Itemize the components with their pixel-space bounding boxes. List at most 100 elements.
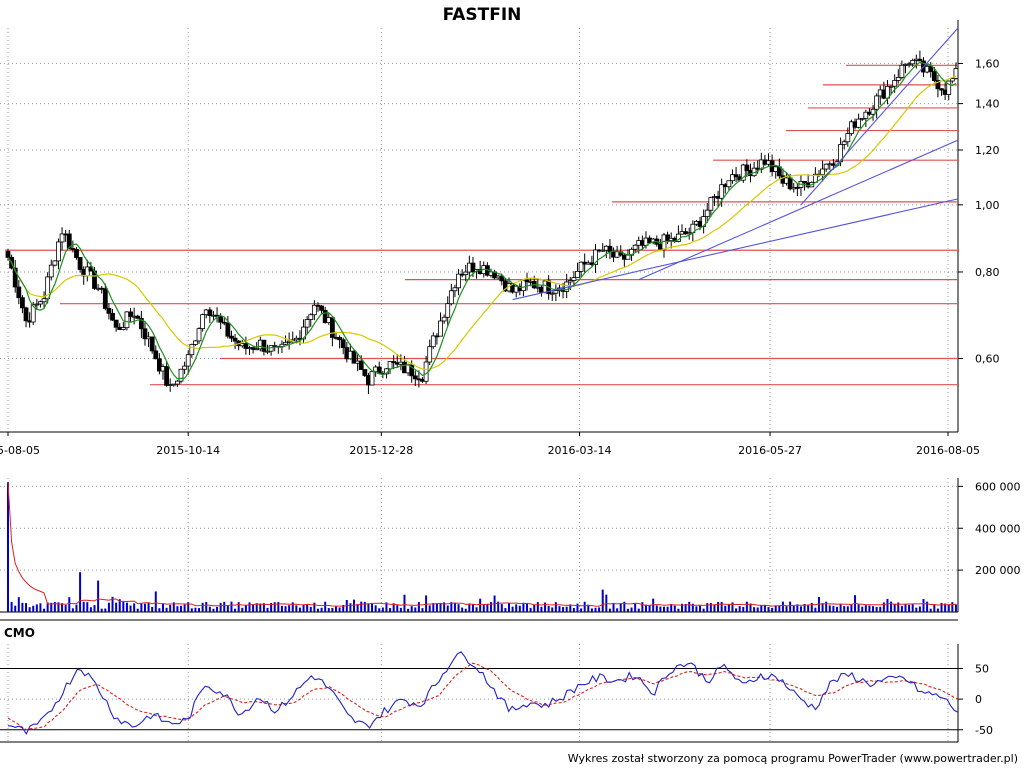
candle-body xyxy=(456,273,461,289)
volume-bar xyxy=(118,599,121,612)
volume-bar xyxy=(89,607,92,612)
volume-bar xyxy=(353,599,356,612)
volume-bar xyxy=(255,603,258,612)
volume-bar xyxy=(774,605,777,612)
volume-bar xyxy=(32,605,35,612)
volume-bar xyxy=(161,603,164,612)
volume-bar xyxy=(814,607,817,612)
volume-bar xyxy=(515,604,518,612)
volume-bar xyxy=(900,606,903,612)
volume-bar xyxy=(342,604,345,612)
volume-bar xyxy=(835,606,838,612)
volume-bar xyxy=(533,604,536,612)
volume-bar xyxy=(399,607,402,612)
volume-bar xyxy=(825,601,828,612)
volume-bar xyxy=(133,603,136,612)
volume-bar xyxy=(803,603,806,612)
candle-body xyxy=(935,80,941,90)
volume-bar xyxy=(273,602,276,612)
volume-bar xyxy=(57,602,60,612)
candle-body xyxy=(859,117,865,120)
moving-average-long xyxy=(7,75,957,370)
volume-bar xyxy=(558,606,561,612)
volume-bar xyxy=(432,603,435,612)
volume-bar xyxy=(612,602,615,612)
candle-body xyxy=(870,108,876,115)
volume-bar xyxy=(248,602,251,612)
candle-body xyxy=(578,261,584,272)
volume-bar xyxy=(817,596,820,612)
volume-bar xyxy=(619,603,622,612)
volume-bar xyxy=(580,608,583,612)
volume-bar xyxy=(518,605,521,612)
candle-body xyxy=(593,249,598,265)
volume-bar xyxy=(673,605,676,612)
volume-bar xyxy=(172,602,175,612)
volume-bar xyxy=(522,602,525,612)
candle-body xyxy=(856,118,862,128)
volume-bar xyxy=(940,602,943,612)
volume-bar xyxy=(198,608,201,612)
volume-bar xyxy=(735,608,738,612)
candle-body xyxy=(329,317,335,338)
volume-bar xyxy=(320,607,323,612)
candle-body xyxy=(283,341,288,345)
candle-body xyxy=(319,305,324,311)
candle-body xyxy=(863,111,869,119)
candle-body xyxy=(16,286,22,299)
candle-body xyxy=(261,339,267,352)
volume-bar xyxy=(64,604,67,612)
volume-bar xyxy=(183,604,186,612)
candle-body xyxy=(164,366,169,386)
moving-average-short xyxy=(7,61,957,380)
volume-tick-label: 600 000 xyxy=(975,480,1021,493)
x-tick-label: 2015-12-28 xyxy=(349,444,413,457)
candle-body xyxy=(823,163,829,170)
candle-body xyxy=(463,271,469,275)
candle-body xyxy=(218,315,224,323)
volume-bar xyxy=(234,608,237,612)
volume-bar xyxy=(338,607,341,612)
volume-bar xyxy=(544,602,547,612)
volume-bar xyxy=(583,601,586,612)
candle-body xyxy=(946,80,952,95)
candle-body xyxy=(34,303,40,306)
candle-body xyxy=(874,95,880,110)
volume-bar xyxy=(699,605,702,612)
candle-body xyxy=(719,184,725,199)
volume-bar xyxy=(143,603,146,612)
candle-body xyxy=(189,344,195,356)
volume-bar xyxy=(677,608,680,612)
volume-bar xyxy=(97,580,100,612)
volume-bar xyxy=(284,606,287,612)
candle-body xyxy=(448,290,454,305)
volume-bar xyxy=(904,604,907,612)
volume-bar xyxy=(684,603,687,612)
volume-bar xyxy=(363,601,366,612)
volume-bar xyxy=(648,605,651,612)
volume-bar xyxy=(288,605,291,612)
volume-bar xyxy=(922,599,925,612)
trend-line xyxy=(800,27,959,206)
candle-body xyxy=(553,290,559,294)
candle-body xyxy=(726,180,732,188)
x-tick-label: 2016-05-27 xyxy=(738,444,802,457)
volume-bar xyxy=(457,604,460,612)
volume-bar xyxy=(626,608,629,612)
volume-bar xyxy=(807,605,810,612)
cmo-signal-line xyxy=(7,662,959,731)
volume-bar xyxy=(46,602,49,612)
volume-bar xyxy=(7,482,9,612)
x-tick-label: 2016-08-05 xyxy=(916,444,980,457)
volume-bar xyxy=(316,608,319,612)
volume-bar xyxy=(471,604,474,612)
volume-bar xyxy=(915,607,918,612)
volume-bar xyxy=(951,602,954,612)
volume-bar xyxy=(702,608,705,612)
candle-body xyxy=(48,264,54,278)
volume-bar xyxy=(893,603,896,612)
volume-bar xyxy=(313,602,316,612)
candle-body xyxy=(549,292,555,295)
volume-bar xyxy=(190,608,193,612)
candle-body xyxy=(196,328,202,342)
